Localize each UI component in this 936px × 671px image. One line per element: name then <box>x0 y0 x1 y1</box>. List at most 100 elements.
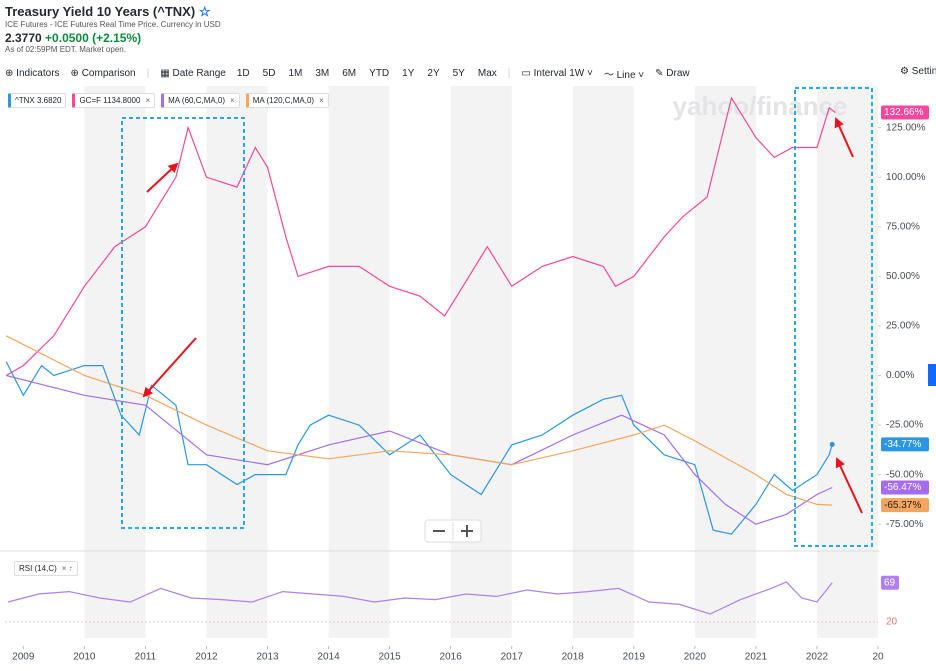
x-tick-label: 2010 <box>73 652 96 663</box>
legend-chip[interactable]: MA (60,C,MA,0) × <box>161 93 240 108</box>
year-band <box>450 86 512 638</box>
legend-chip[interactable]: ^TNX 3.6820 <box>8 93 67 108</box>
range-button[interactable]: 1D <box>236 68 250 79</box>
x-tick-label: 2012 <box>195 652 218 663</box>
range-button[interactable]: 6M <box>342 68 357 79</box>
x-tick-label: 2016 <box>440 652 463 663</box>
arrow <box>146 162 179 193</box>
end-label-box <box>881 575 899 590</box>
year-band <box>572 86 634 638</box>
close[interactable]: × <box>145 96 151 105</box>
close[interactable]: × <box>230 96 235 105</box>
x-tick-label: 2013 <box>256 652 279 663</box>
range-button[interactable]: 1Y <box>402 68 415 79</box>
side-tab[interactable] <box>928 364 936 386</box>
end-label: -65.37% <box>884 500 921 511</box>
x-tick-label: 2011 <box>135 652 157 663</box>
arrow <box>142 337 197 398</box>
title-text: Treasury Yield 10 Years (^TNX) <box>5 4 196 19</box>
arrow <box>835 457 863 514</box>
x-tick-label: 2021 <box>745 652 768 663</box>
settings[interactable]: ⚙ Settings <box>900 66 936 77</box>
y-tick-label: -75.00% <box>886 519 923 530</box>
x-tick-label: 2020 <box>684 652 707 663</box>
range-button[interactable]: 5D <box>262 68 276 79</box>
end-label: -34.77% <box>884 439 921 450</box>
y-tick-label: 100.00% <box>886 172 926 183</box>
end-label: 132.66% <box>884 107 924 118</box>
series-line <box>6 374 833 525</box>
x-tick-label: 2009 <box>12 652 35 663</box>
label: Interval <box>533 68 567 79</box>
y-tick-label: 20 <box>886 617 898 628</box>
change-pct: (+2.15%) <box>92 31 142 45</box>
range-button[interactable]: 1M <box>288 68 303 79</box>
y-tick-label: 125.00% <box>886 122 926 133</box>
indicators[interactable]: ⊕ Indicators <box>5 68 60 79</box>
year-band <box>694 86 756 638</box>
separator: | <box>507 68 511 79</box>
y-tick-label: -50.00% <box>886 469 923 480</box>
ranges: 1D 5D 1M 3M 6M YTD 1Y 2Y 5Y Max <box>237 68 497 79</box>
series-line <box>7 581 833 615</box>
range-button[interactable]: 3M <box>315 68 330 79</box>
label: Settings <box>911 66 936 77</box>
legend-label: ^TNX 3.6820 <box>15 96 62 105</box>
y-tick-label: 75.00% <box>886 221 920 232</box>
date-range[interactable]: ▦ Date Range <box>160 68 226 79</box>
comparison[interactable]: ⊕ Comparison <box>70 68 136 79</box>
range-button[interactable]: YTD <box>369 68 390 79</box>
close[interactable]: × <box>319 96 324 105</box>
label: Indicators <box>16 68 60 79</box>
legend-chip[interactable]: GC=F 1134.8000 × <box>72 93 156 108</box>
x-tick-label: 2014 <box>317 652 340 663</box>
end-label-box <box>881 480 929 495</box>
price-row: 2.3770 +0.0500 (+2.15%) <box>5 31 141 45</box>
end-label: -56.47% <box>884 482 921 493</box>
toolbar: ⊕ Indicators ⊕ Comparison | ▦ Date Range… <box>5 66 690 81</box>
legend-chip[interactable]: RSI (14,C) × ↑ <box>14 561 78 576</box>
year-band <box>328 86 390 638</box>
series-line <box>5 96 836 377</box>
x-tick-label: 2018 <box>562 652 585 663</box>
end-label-box <box>881 498 929 513</box>
year-band <box>816 86 878 638</box>
end-label: 69 <box>884 577 896 588</box>
line[interactable]: 〜 Line ˅ <box>603 70 645 81</box>
legend-label: GC=F 1134.8000 <box>79 96 141 105</box>
as-of: As of 02:59PM EDT. Market open. <box>5 45 126 54</box>
legend-chip[interactable]: MA (120,C,MA,0) × <box>245 93 329 108</box>
year-band <box>206 86 268 638</box>
interval[interactable]: ▭ Interval 1W ˅ <box>521 68 593 79</box>
x-tick-label: 2022 <box>806 652 829 663</box>
range-button[interactable]: 2Y <box>427 68 440 79</box>
x-tick-label: 20 <box>872 652 884 663</box>
arrow <box>834 117 854 158</box>
legend-label: MA (60,C,MA,0) <box>168 96 226 105</box>
price: 2.3770 <box>5 31 42 45</box>
x-tick-label: 2019 <box>623 652 646 663</box>
end-label-box <box>881 437 929 452</box>
x-tick-label: 2015 <box>378 652 401 663</box>
end-dot <box>829 441 835 447</box>
draw[interactable]: ✎ Draw <box>655 68 690 79</box>
label: Comparison <box>81 68 136 79</box>
close[interactable]: × ↑ <box>61 564 73 573</box>
subtitle: ICE Futures - ICE Futures Real Time Pric… <box>5 20 221 29</box>
range-button[interactable]: 5Y <box>452 68 465 79</box>
change: +0.0500 <box>45 31 89 45</box>
highlight-box <box>794 87 873 547</box>
value: 1W <box>569 68 585 79</box>
star[interactable]: ☆ <box>198 4 211 19</box>
year-band <box>84 86 146 638</box>
series-line <box>5 361 833 535</box>
x-tick-label: 2017 <box>501 652 524 663</box>
legend-label: MA (120,C,MA,0) <box>252 96 315 105</box>
range-button[interactable]: Max <box>477 68 497 79</box>
series-line <box>5 335 833 506</box>
watermark: yahoo/finance <box>673 91 848 121</box>
y-tick-label: 0.00% <box>886 370 914 381</box>
y-tick-label: 25.00% <box>886 321 920 332</box>
